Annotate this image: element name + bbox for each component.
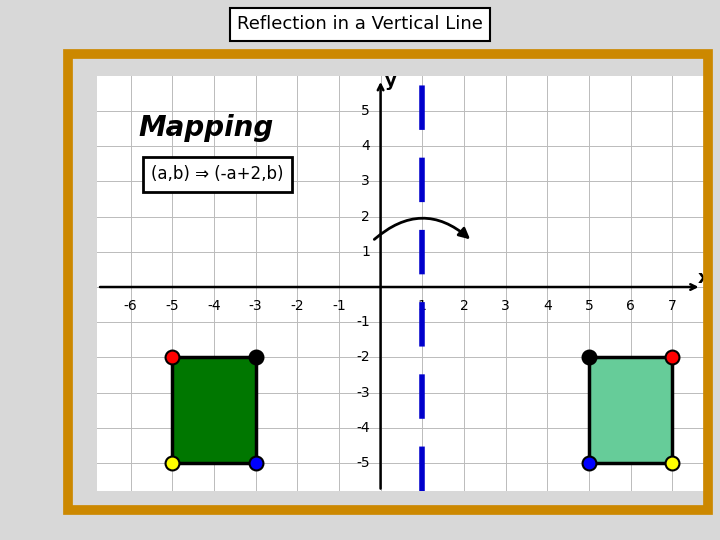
Text: -4: -4 <box>207 299 221 313</box>
Text: 1: 1 <box>418 299 427 313</box>
Text: x: x <box>698 269 709 287</box>
Text: 4: 4 <box>361 139 370 153</box>
Point <box>583 353 595 362</box>
Text: 7: 7 <box>668 299 677 313</box>
Text: 5: 5 <box>361 104 370 118</box>
Text: -1: -1 <box>356 315 370 329</box>
Text: -1: -1 <box>332 299 346 313</box>
Point <box>166 353 178 362</box>
Text: -3: -3 <box>248 299 262 313</box>
Text: 5: 5 <box>585 299 593 313</box>
Text: Reflection in a Vertical Line: Reflection in a Vertical Line <box>237 15 483 33</box>
Text: 4: 4 <box>543 299 552 313</box>
FancyArrowPatch shape <box>374 218 468 239</box>
Text: -6: -6 <box>124 299 138 313</box>
Text: -2: -2 <box>356 350 370 365</box>
Text: -4: -4 <box>356 421 370 435</box>
Point <box>166 459 178 468</box>
Text: Mapping: Mapping <box>139 114 274 143</box>
Text: (a,b) ⇒ (-a+2,b): (a,b) ⇒ (-a+2,b) <box>151 165 284 183</box>
Bar <box>589 357 672 463</box>
Point <box>667 459 678 468</box>
Bar <box>172 357 256 463</box>
Text: 3: 3 <box>501 299 510 313</box>
Bar <box>68 54 708 510</box>
Text: y: y <box>385 72 397 90</box>
Point <box>667 353 678 362</box>
Text: 1: 1 <box>361 245 370 259</box>
Text: -3: -3 <box>356 386 370 400</box>
Text: -5: -5 <box>166 299 179 313</box>
Text: 2: 2 <box>459 299 468 313</box>
Point <box>250 353 261 362</box>
Text: -2: -2 <box>290 299 304 313</box>
Point <box>583 459 595 468</box>
Text: -5: -5 <box>356 456 370 470</box>
Text: 3: 3 <box>361 174 370 188</box>
Text: 6: 6 <box>626 299 635 313</box>
Text: 2: 2 <box>361 210 370 224</box>
Point <box>250 459 261 468</box>
